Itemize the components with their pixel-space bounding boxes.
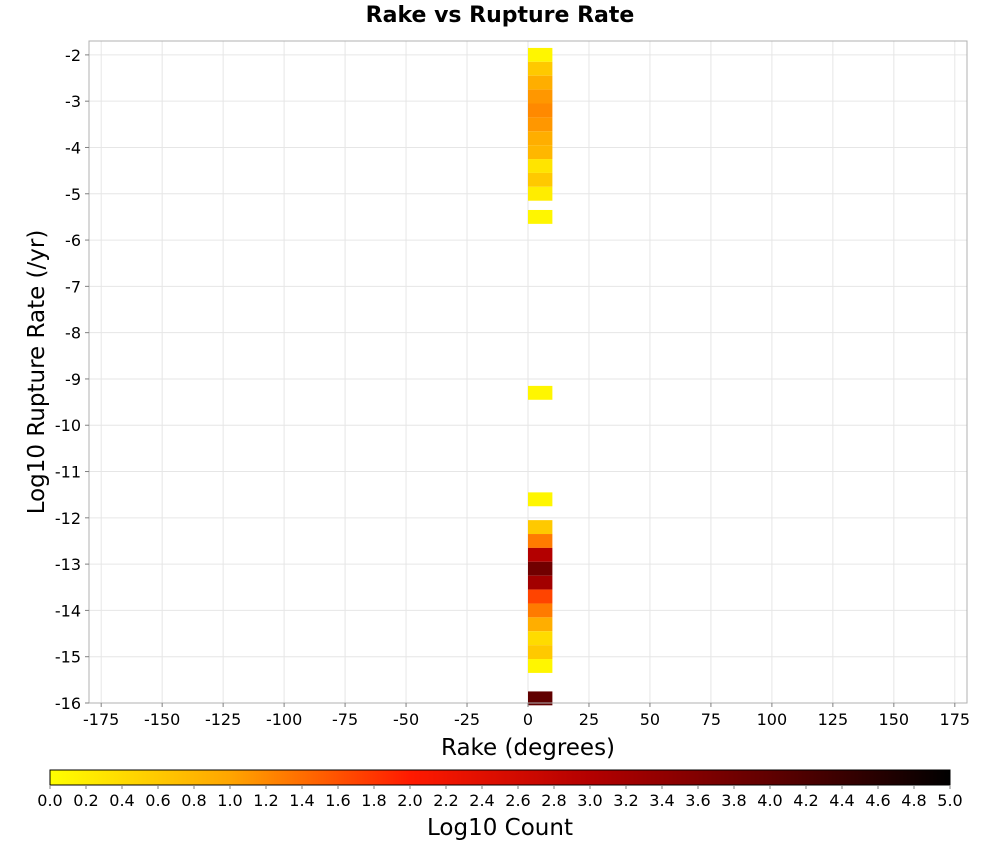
x-tick-label: -25 — [454, 710, 480, 729]
heatmap-cell — [528, 61, 553, 76]
x-tick-label: -75 — [332, 710, 358, 729]
x-tick-label: 125 — [818, 710, 849, 729]
y-tick-label: -12 — [55, 509, 81, 528]
x-tick-label: 0 — [523, 710, 533, 729]
y-tick-label: -9 — [65, 370, 81, 389]
x-tick-label: 150 — [879, 710, 910, 729]
colorbar-tick-label: 1.0 — [217, 791, 242, 810]
colorbar-tick-label: 3.6 — [685, 791, 710, 810]
y-tick-label: -7 — [65, 277, 81, 296]
heatmap-cell — [528, 117, 553, 132]
colorbar-tick-label: 4.4 — [829, 791, 854, 810]
heatmap-cell — [528, 209, 553, 224]
x-tick-label: 50 — [640, 710, 660, 729]
y-tick-label: -16 — [55, 694, 81, 713]
colorbar-tick-label: 0.2 — [73, 791, 98, 810]
colorbar-tick-label: 0.4 — [109, 791, 134, 810]
heatmap-cell — [528, 659, 553, 673]
x-tick-label: 175 — [940, 710, 971, 729]
heatmap-cell — [528, 589, 553, 604]
heatmap-cell — [528, 534, 553, 548]
heatmap-cell — [528, 186, 553, 201]
x-tick-label: -150 — [144, 710, 180, 729]
colorbar-tick-label: 0.0 — [37, 791, 62, 810]
heatmap-cell — [528, 691, 553, 706]
heatmap-cells — [528, 47, 553, 706]
colorbar-tick-label: 4.0 — [757, 791, 782, 810]
y-tick-label: -5 — [65, 185, 81, 204]
heatmap-cell — [528, 159, 553, 173]
y-tick-label: -11 — [55, 463, 81, 482]
heatmap-cell — [528, 645, 553, 660]
colorbar-ticks: 0.0 0.2 0.4 0.6 0.8 1.0 1.2 1.4 1.6 1.8 2.0 2.2 2.4 2… — [37, 785, 963, 810]
x-tick-label: -50 — [393, 710, 419, 729]
colorbar-tick-label: 2.0 — [397, 791, 422, 810]
x-tick-label: 75 — [701, 710, 721, 729]
y-axis-ticks: -2 -3 -4 -5 -6 -7 -8 -9 -10 -11 -12 -13 -14 -15 -16 — [55, 46, 89, 713]
heatmap-cell — [528, 492, 553, 507]
heatmap-cell — [528, 385, 553, 400]
y-axis-label: Log10 Rupture Rate (/yr) — [24, 230, 50, 515]
heatmap-cell — [528, 131, 553, 146]
colorbar-tick-label: 3.0 — [577, 791, 602, 810]
colorbar-tick-label: 5.0 — [937, 791, 962, 810]
x-tick-label: 25 — [579, 710, 599, 729]
heatmap-cell — [528, 103, 553, 118]
y-tick-label: -6 — [65, 231, 81, 250]
heatmap-cell — [528, 603, 553, 618]
colorbar-tick-label: 2.2 — [433, 791, 458, 810]
x-axis-label: Rake (degrees) — [441, 735, 615, 761]
x-tick-label: -175 — [83, 710, 119, 729]
y-tick-label: -10 — [55, 416, 81, 435]
colorbar-tick-label: 1.2 — [253, 791, 278, 810]
heatmap-cell — [528, 575, 553, 590]
heatmap-cell — [528, 172, 553, 187]
y-tick-label: -15 — [55, 648, 81, 667]
heatmap-cell — [528, 617, 553, 632]
colorbar — [49, 769, 951, 786]
colorbar-tick-label: 3.8 — [721, 791, 746, 810]
y-tick-label: -14 — [55, 601, 81, 620]
colorbar-tick-label: 3.4 — [649, 791, 674, 810]
colorbar-label: Log10 Count — [427, 815, 573, 841]
y-tick-label: -2 — [65, 46, 81, 65]
heatmap-cell — [528, 75, 553, 90]
x-tick-label: -100 — [266, 710, 302, 729]
heatmap-cell — [528, 561, 553, 576]
colorbar-tick-label: 3.2 — [613, 791, 638, 810]
y-tick-label: -3 — [65, 92, 81, 111]
colorbar-tick-label: 0.6 — [145, 791, 170, 810]
y-tick-label: -8 — [65, 324, 81, 343]
x-axis-ticks: -175 -150 -125 -100 -75 -50 -25 0 25 50 75 100 125 15… — [83, 703, 970, 729]
colorbar-tick-label: 0.8 — [181, 791, 206, 810]
colorbar-tick-label: 2.8 — [541, 791, 566, 810]
x-tick-label: -125 — [205, 710, 241, 729]
chart-title: Rake vs Rupture Rate — [366, 3, 635, 28]
colorbar-tick-label: 1.6 — [325, 791, 350, 810]
heatmap-cell — [528, 547, 553, 562]
heatmap-cell — [528, 631, 553, 646]
y-tick-label: -13 — [55, 555, 81, 574]
heatmap-cell — [528, 47, 553, 62]
x-tick-label: 100 — [757, 710, 788, 729]
colorbar-tick-label: 4.2 — [793, 791, 818, 810]
colorbar-tick-label: 2.6 — [505, 791, 530, 810]
heatmap-cell — [528, 89, 553, 104]
heatmap-cell — [528, 145, 553, 160]
y-tick-label: -4 — [65, 138, 81, 157]
heatmap-cell — [528, 520, 553, 535]
colorbar-tick-label: 4.6 — [865, 791, 890, 810]
colorbar-tick-label: 2.4 — [469, 791, 494, 810]
colorbar-tick-label: 4.8 — [901, 791, 926, 810]
colorbar-tick-label: 1.8 — [361, 791, 386, 810]
colorbar-tick-label: 1.4 — [289, 791, 314, 810]
